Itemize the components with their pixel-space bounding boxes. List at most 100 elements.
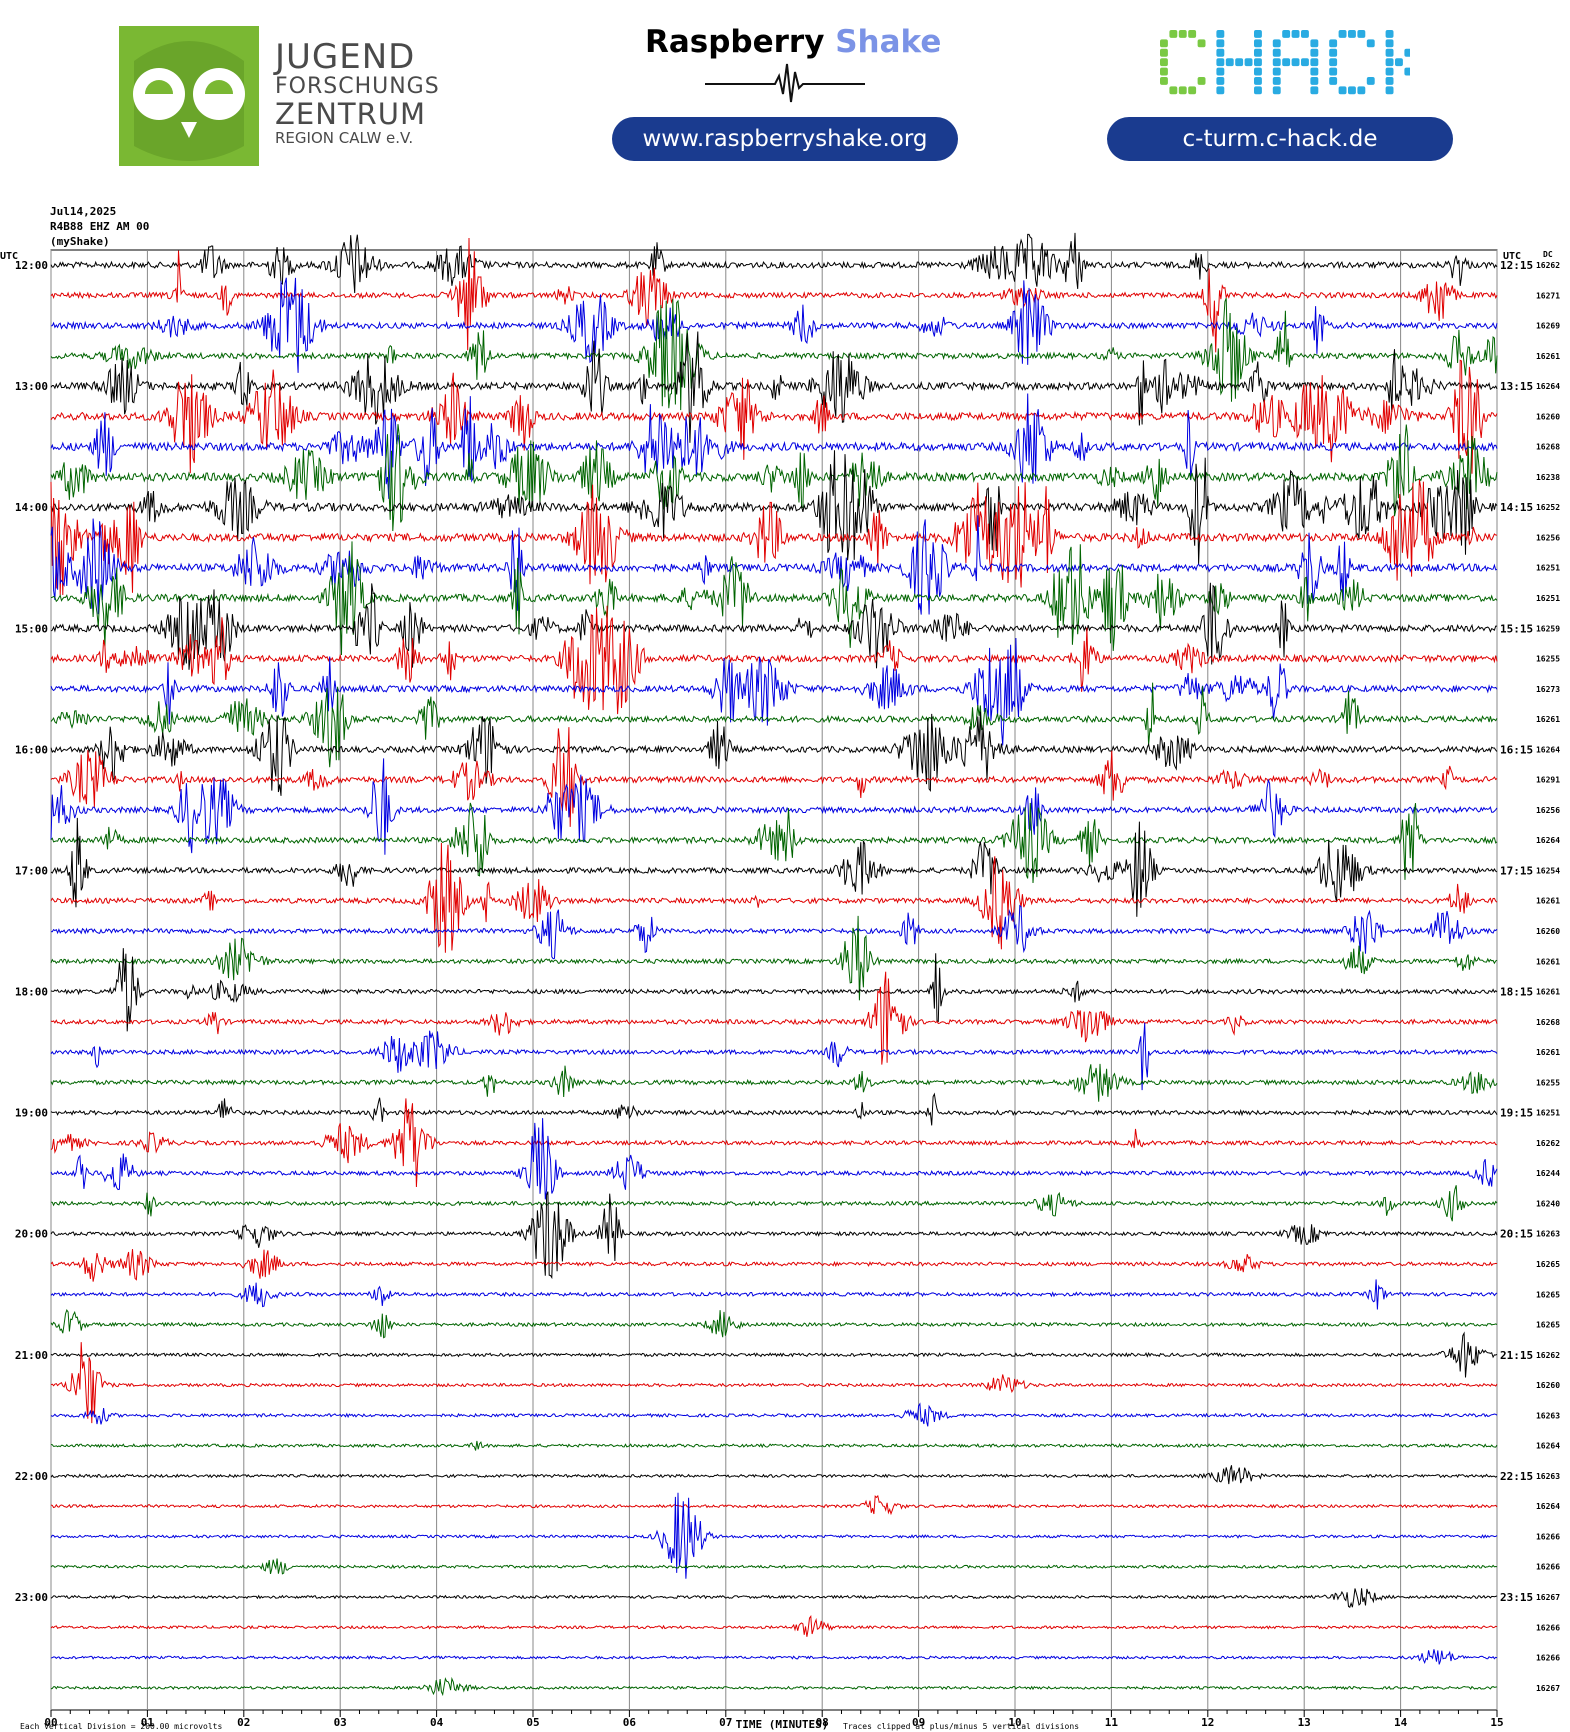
jfz-owl-logo xyxy=(119,26,259,166)
dc-value: 16261 xyxy=(1536,988,1560,997)
dc-value: 16265 xyxy=(1536,1290,1560,1299)
right-hour-label: 12:15 xyxy=(1500,259,1533,272)
dc-value: 16262 xyxy=(1536,261,1560,270)
x-tick-label: 12 xyxy=(1201,1716,1214,1729)
trace-row-33 xyxy=(50,1249,1498,1282)
chack-pixel xyxy=(1366,39,1375,48)
dc-value: 16266 xyxy=(1536,1532,1560,1541)
raspberryshake-url-badge[interactable]: www.raspberryshake.org xyxy=(612,117,958,161)
chack-pixel xyxy=(1225,58,1234,67)
trace-row-9 xyxy=(50,479,1498,596)
chack-pixel xyxy=(1291,30,1300,38)
trace-row-38 xyxy=(50,1402,1498,1427)
dc-value: 16238 xyxy=(1536,473,1560,482)
x-tick-label: 13 xyxy=(1298,1716,1311,1729)
trace-row-44 xyxy=(50,1588,1498,1608)
left-hour-label: 20:00 xyxy=(15,1228,48,1241)
trace-row-34 xyxy=(50,1279,1498,1310)
x-tick-label: 14 xyxy=(1394,1716,1408,1729)
trace-row-13 xyxy=(50,605,1498,715)
trace-row-32 xyxy=(50,1191,1498,1280)
trace-row-36 xyxy=(50,1331,1498,1378)
trace-row-2 xyxy=(50,277,1498,373)
trace-row-40 xyxy=(50,1465,1498,1485)
chack-pixel xyxy=(1329,58,1338,67)
left-hour-label: 14:00 xyxy=(15,501,48,514)
dc-value: 16251 xyxy=(1536,1109,1560,1118)
chack-url-badge[interactable]: c-turm.c-hack.de xyxy=(1107,117,1453,161)
dc-value: 16269 xyxy=(1536,322,1560,331)
rs-word2: Shake xyxy=(835,24,942,60)
dc-value: 16261 xyxy=(1536,1048,1560,1057)
x-tick-label: 03 xyxy=(334,1716,347,1729)
chack-pixel xyxy=(1357,30,1366,38)
chack-pixel xyxy=(1366,77,1375,85)
trace-row-8 xyxy=(50,450,1498,565)
right-hour-label: 19:15 xyxy=(1500,1107,1533,1120)
chack-pixel xyxy=(1169,86,1178,95)
chack-pixel xyxy=(1329,77,1338,85)
chack-pixel xyxy=(1216,30,1225,38)
trace-row-19 xyxy=(50,802,1498,884)
dc-value: 16261 xyxy=(1536,352,1560,361)
trace-row-47 xyxy=(50,1676,1498,1697)
dc-value: 16256 xyxy=(1536,806,1560,815)
x-axis-label: TIME (MINUTES) xyxy=(736,1718,829,1731)
chack-pixel xyxy=(1254,30,1262,38)
right-hour-label: 23:15 xyxy=(1500,1591,1533,1604)
dc-value: 16251 xyxy=(1536,594,1560,603)
chack-pixel xyxy=(1272,39,1281,48)
chack-pixel xyxy=(1160,48,1168,57)
chack-pixel xyxy=(1272,77,1281,85)
x-tick-label: 15 xyxy=(1490,1716,1503,1729)
dc-value: 16264 xyxy=(1536,1502,1560,1511)
dc-value: 16261 xyxy=(1536,957,1560,966)
x-tick-label: 10 xyxy=(1008,1716,1021,1729)
x-tick-label: 08 xyxy=(816,1716,829,1729)
chack-pixel xyxy=(1272,48,1281,57)
chack-pixel xyxy=(1310,86,1319,95)
trace-row-26 xyxy=(50,1022,1498,1091)
dc-value: 16264 xyxy=(1536,382,1560,391)
chack-pixel xyxy=(1160,39,1168,48)
dc-value: 16291 xyxy=(1536,776,1560,785)
chack-pixel xyxy=(1385,58,1394,67)
dc-value: 16254 xyxy=(1536,866,1560,875)
chack-pixel xyxy=(1254,58,1262,67)
trace-row-21 xyxy=(50,842,1498,953)
chack-pixel xyxy=(1272,86,1281,95)
x-tick-label: 01 xyxy=(141,1716,155,1729)
chack-pixel xyxy=(1329,67,1338,76)
dc-value: 16263 xyxy=(1536,1472,1560,1481)
left-hour-label: 17:00 xyxy=(15,864,48,877)
chack-pixel xyxy=(1282,30,1291,38)
plot-frame xyxy=(50,249,1498,1711)
chack-pixel xyxy=(1272,58,1281,67)
station-info: Jul14,2025 R4B88 EHZ AM 00 (myShake) xyxy=(50,204,149,249)
x-tick-label: 07 xyxy=(719,1716,732,1729)
left-hour-label: 13:00 xyxy=(15,380,48,393)
trace-row-15 xyxy=(50,682,1498,768)
chack-pixel xyxy=(1301,58,1309,67)
dc-value: 16266 xyxy=(1536,1654,1560,1663)
dc-value: 16240 xyxy=(1536,1199,1560,1208)
chack-pixel xyxy=(1254,48,1262,57)
dc-value: 16271 xyxy=(1536,291,1560,300)
trace-row-11 xyxy=(50,541,1498,656)
dc-value: 16255 xyxy=(1536,1078,1560,1087)
chack-pixel xyxy=(1338,30,1347,38)
trace-row-22 xyxy=(50,904,1498,960)
chack-pixel xyxy=(1188,86,1197,95)
jfz-line3: ZENTRUM xyxy=(275,97,426,131)
dc-value: 16262 xyxy=(1536,1139,1560,1148)
dc-value: 16252 xyxy=(1536,503,1560,512)
dc-value: 16268 xyxy=(1536,443,1560,452)
chack-pixel xyxy=(1216,48,1225,57)
left-hour-label: 21:00 xyxy=(15,1349,48,1362)
chack-pixel xyxy=(1197,77,1206,85)
trace-row-24 xyxy=(50,948,1498,1032)
x-tick-label: 11 xyxy=(1105,1716,1119,1729)
chack-pixel xyxy=(1188,30,1197,38)
left-hour-label: 23:00 xyxy=(15,1591,48,1604)
chack-pixel xyxy=(1254,77,1262,85)
